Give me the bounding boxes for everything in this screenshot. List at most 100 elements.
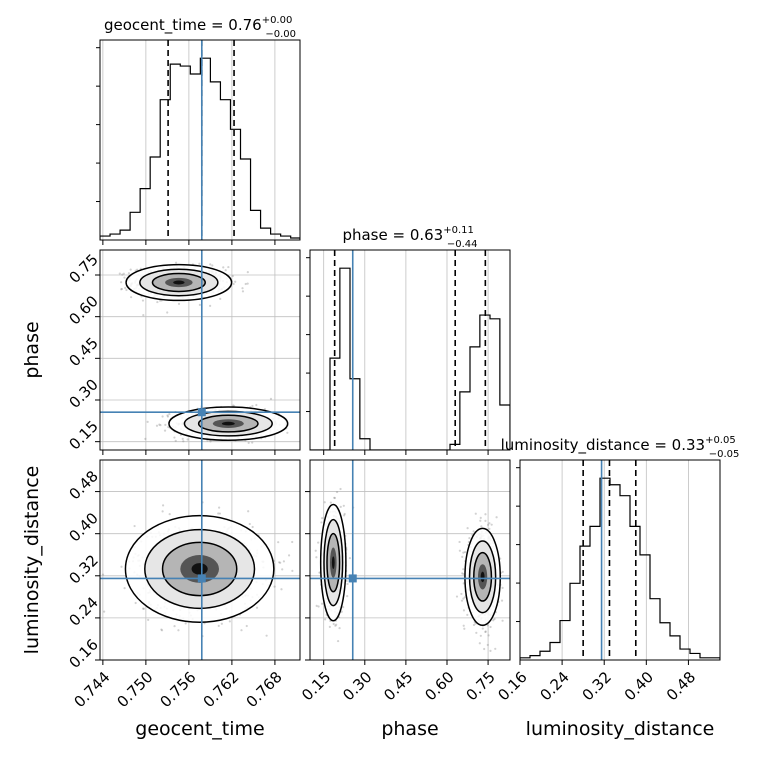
- sample-point: [103, 610, 106, 613]
- sample-point: [479, 634, 482, 637]
- title-sub: −0.05: [709, 449, 740, 460]
- density-fill: [191, 563, 208, 575]
- sample-point: [146, 420, 149, 423]
- sample-point: [251, 404, 254, 408]
- histogram-steps: [520, 477, 720, 660]
- sample-point: [478, 642, 481, 645]
- sample-point: [460, 599, 464, 602]
- sample-point: [218, 512, 222, 515]
- y-tick-label: 0.30: [65, 375, 101, 411]
- sample-point: [161, 510, 164, 513]
- sample-point: [335, 623, 338, 626]
- sample-point: [147, 618, 150, 621]
- x-tick-label: 0.60: [421, 668, 457, 704]
- sample-point: [287, 554, 291, 557]
- sample-point: [160, 628, 163, 631]
- panel-frame: [309, 249, 511, 451]
- x-tick-label: 0.30: [339, 668, 375, 704]
- x-tick-label: 0.75: [462, 668, 498, 704]
- sample-point: [463, 596, 466, 599]
- sample-point: [286, 431, 289, 434]
- sample-point: [120, 565, 123, 568]
- sample-point: [338, 627, 341, 630]
- sample-point: [245, 624, 248, 628]
- sample-point: [120, 287, 124, 291]
- panel-title: luminosity_distance = 0.33+0.05 −0.05: [501, 435, 740, 460]
- sample-point: [320, 602, 324, 605]
- sample-point: [320, 521, 323, 524]
- sample-point: [315, 604, 318, 607]
- y-axis-label: luminosity_distance: [21, 466, 43, 655]
- x-tick-label: 0.15: [298, 668, 334, 704]
- sample-point: [232, 282, 235, 286]
- sample-point: [291, 540, 294, 544]
- sample-point: [277, 541, 280, 544]
- sample-point: [177, 302, 181, 305]
- sample-point: [234, 280, 237, 283]
- truth-marker: [348, 574, 357, 583]
- sample-point: [460, 592, 463, 596]
- sample-point: [462, 624, 465, 627]
- title-main: geocent_time = 0.76: [104, 16, 262, 35]
- histogram-steps: [100, 57, 300, 240]
- sample-point: [475, 631, 478, 634]
- sample-point: [282, 560, 286, 563]
- y-tick-label: 0.75: [65, 250, 101, 286]
- title-main: luminosity_distance = 0.33: [501, 436, 705, 455]
- sample-point: [480, 525, 483, 528]
- sample-point: [184, 622, 187, 625]
- sample-point: [141, 607, 145, 610]
- hist-panel-geocent_time: geocent_time = 0.76+0.00 −0.00: [96, 15, 301, 245]
- contour-body: [314, 487, 504, 652]
- x-axis-label: phase: [381, 718, 438, 740]
- sample-point: [479, 516, 482, 520]
- sample-point: [334, 624, 337, 627]
- sample-point: [155, 424, 159, 427]
- sample-point: [156, 300, 159, 304]
- sample-point: [332, 622, 335, 626]
- sample-point: [141, 299, 145, 302]
- sample-point: [168, 412, 171, 416]
- sample-point: [317, 605, 320, 608]
- sample-point: [479, 519, 482, 522]
- title-main: phase = 0.63: [342, 226, 443, 244]
- sample-point: [163, 429, 167, 432]
- sample-point: [166, 311, 169, 314]
- x-axis-label: luminosity_distance: [526, 718, 715, 740]
- sample-point: [462, 568, 465, 571]
- sample-point: [251, 525, 254, 529]
- sample-point: [488, 522, 491, 525]
- contour-panel-geocent_time-phase: 0.15 0.30 0.45 0.60 0.75 phase: [21, 249, 301, 455]
- sample-point: [484, 630, 487, 633]
- sample-point: [161, 504, 165, 507]
- sample-point: [463, 550, 467, 554]
- sample-point: [198, 262, 201, 265]
- sample-point: [211, 264, 214, 267]
- sample-point: [160, 629, 164, 632]
- contour-line: [464, 527, 501, 627]
- sample-point: [220, 622, 223, 625]
- sample-point: [142, 314, 145, 317]
- sample-point: [209, 263, 212, 266]
- title-sub: −0.00: [265, 29, 296, 40]
- sample-point: [328, 625, 331, 628]
- sample-point: [500, 599, 504, 602]
- sample-point: [487, 634, 490, 637]
- histogram-steps: [310, 267, 510, 450]
- sample-point: [167, 425, 170, 429]
- sample-point: [240, 629, 243, 632]
- sample-point: [492, 619, 495, 622]
- x-tick-label: 0.32: [579, 668, 615, 704]
- contour-body: [101, 501, 294, 638]
- sample-point: [318, 571, 321, 574]
- sample-point: [484, 513, 487, 516]
- sample-point: [501, 570, 504, 573]
- sample-point: [481, 627, 484, 630]
- y-tick-label: 0.16: [65, 635, 101, 671]
- sample-point: [462, 597, 465, 600]
- sample-point: [173, 625, 176, 628]
- sample-point: [278, 561, 281, 564]
- sample-point: [461, 555, 464, 558]
- sample-point: [255, 606, 259, 609]
